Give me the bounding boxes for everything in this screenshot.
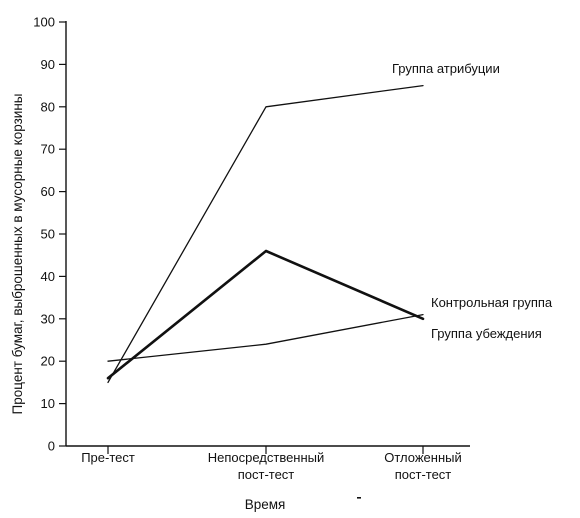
- y-tick-label: 50: [41, 227, 55, 242]
- axes: [65, 21, 470, 447]
- y-tick-label: 40: [41, 269, 55, 284]
- series-label-control: Контрольная группа: [431, 295, 553, 310]
- x-axis-title: Время: [245, 497, 286, 512]
- series-line-persuasion: [106, 249, 425, 380]
- y-tick-label: 0: [48, 439, 55, 454]
- x-ticks: Пре-тест Непосредственный пост-тест Отложен…: [81, 446, 462, 482]
- y-tick-label: 90: [41, 57, 55, 72]
- y-ticks: 0 10 20 30 40 50 60 70 80 90 100: [33, 15, 66, 454]
- series-labels: Группа атрибуции Контрольная группа Группа…: [392, 61, 553, 341]
- y-tick-label: 100: [33, 15, 55, 30]
- y-tick-label: 70: [41, 142, 55, 157]
- series-label-persuasion: Группа убеждения: [431, 326, 542, 341]
- y-tick-label: 60: [41, 184, 55, 199]
- y-tick-label: 30: [41, 311, 55, 326]
- y-tick-label: 80: [41, 99, 55, 114]
- series-line-attribution: [107, 84, 424, 384]
- x-tick-label: Пре-тест: [81, 450, 135, 465]
- series-lines: [106, 84, 425, 384]
- series-label-attribution: Группа атрибуции: [392, 61, 500, 76]
- x-tick-label: Непосредственный пост-тест: [208, 450, 325, 482]
- y-tick-label: 10: [41, 396, 55, 411]
- stray-print-mark: [357, 497, 361, 499]
- x-tick-label: Отложенный пост-тест: [384, 450, 462, 482]
- series-line-control: [107, 313, 424, 362]
- y-axis-title: Процент бумаг, выброшенных в мусорные ко…: [10, 94, 25, 415]
- y-tick-label: 20: [41, 354, 55, 369]
